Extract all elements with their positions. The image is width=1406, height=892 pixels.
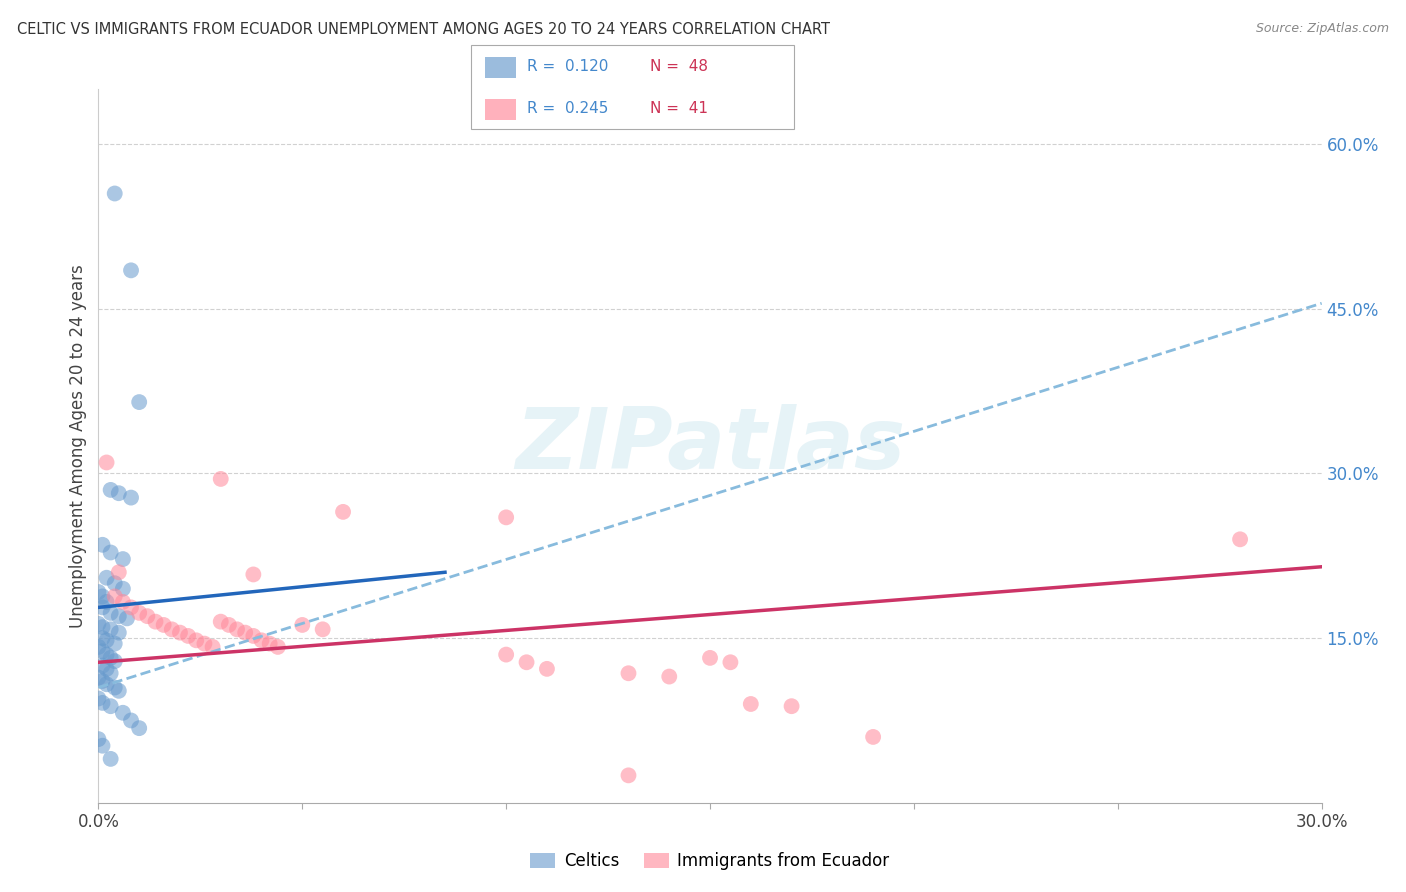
Point xyxy=(152,618,174,632)
Point xyxy=(104,186,127,201)
Point xyxy=(233,625,256,640)
Point xyxy=(536,662,558,676)
Point xyxy=(96,455,118,469)
Point xyxy=(96,571,118,585)
Point xyxy=(495,648,517,662)
Point xyxy=(104,576,127,591)
Text: R =  0.120: R = 0.120 xyxy=(527,59,609,74)
Point xyxy=(96,662,118,676)
Point xyxy=(100,666,122,681)
Point xyxy=(87,585,110,599)
Text: Source: ZipAtlas.com: Source: ZipAtlas.com xyxy=(1256,22,1389,36)
Point xyxy=(100,651,122,665)
Point xyxy=(91,620,114,634)
Point xyxy=(111,595,134,609)
Point xyxy=(291,618,314,632)
Point xyxy=(100,483,122,497)
Point xyxy=(104,590,127,604)
Point xyxy=(108,683,131,698)
Text: R =  0.245: R = 0.245 xyxy=(527,102,609,116)
Point xyxy=(120,714,142,728)
Point xyxy=(312,623,335,637)
Point xyxy=(120,600,142,615)
Point xyxy=(186,633,208,648)
Point xyxy=(516,655,538,669)
Point xyxy=(862,730,884,744)
Point xyxy=(108,609,131,624)
Point xyxy=(111,552,134,566)
Point xyxy=(250,633,273,648)
Point xyxy=(177,629,200,643)
Point xyxy=(128,395,150,409)
Point xyxy=(111,582,134,596)
Point xyxy=(87,732,110,747)
Point xyxy=(120,491,142,505)
Point xyxy=(136,609,159,624)
Point xyxy=(617,666,640,681)
Point xyxy=(267,640,290,654)
Point xyxy=(617,768,640,782)
Text: N =  41: N = 41 xyxy=(650,102,707,116)
Point xyxy=(91,644,114,658)
Point xyxy=(96,633,118,648)
Point xyxy=(242,567,264,582)
Point xyxy=(332,505,354,519)
Point xyxy=(128,606,150,620)
Point xyxy=(108,625,131,640)
Point xyxy=(242,629,264,643)
Text: N =  48: N = 48 xyxy=(650,59,707,74)
Point xyxy=(108,566,131,580)
Point xyxy=(120,263,142,277)
Point xyxy=(108,486,131,500)
Point xyxy=(100,623,122,637)
Point xyxy=(87,671,110,685)
Point xyxy=(91,696,114,710)
Point xyxy=(111,706,134,720)
Point xyxy=(104,654,127,668)
Point xyxy=(96,595,118,609)
Point xyxy=(209,472,232,486)
Point xyxy=(740,697,762,711)
Point xyxy=(658,669,681,683)
Point xyxy=(91,538,114,552)
Point xyxy=(91,590,114,604)
Point xyxy=(128,721,150,735)
Point xyxy=(96,648,118,662)
Point xyxy=(1229,533,1251,547)
Point xyxy=(193,637,215,651)
Point xyxy=(100,699,122,714)
Point xyxy=(91,658,114,673)
Point xyxy=(218,618,240,632)
Point xyxy=(226,623,249,637)
Point xyxy=(201,640,224,654)
Point xyxy=(87,691,110,706)
Point xyxy=(104,681,127,695)
Point xyxy=(91,600,114,615)
Point xyxy=(780,699,803,714)
Point xyxy=(169,625,191,640)
Point xyxy=(209,615,232,629)
Point xyxy=(100,606,122,620)
Point xyxy=(699,651,721,665)
Point xyxy=(87,616,110,631)
Point xyxy=(160,623,183,637)
Point xyxy=(100,752,122,766)
Point xyxy=(91,673,114,688)
Point xyxy=(96,677,118,691)
Point xyxy=(145,615,167,629)
Point xyxy=(259,637,281,651)
Point xyxy=(720,655,742,669)
Point xyxy=(115,611,138,625)
Text: ZIPatlas: ZIPatlas xyxy=(515,404,905,488)
Text: CELTIC VS IMMIGRANTS FROM ECUADOR UNEMPLOYMENT AMONG AGES 20 TO 24 YEARS CORRELA: CELTIC VS IMMIGRANTS FROM ECUADOR UNEMPL… xyxy=(17,22,830,37)
Point xyxy=(91,739,114,753)
Y-axis label: Unemployment Among Ages 20 to 24 years: Unemployment Among Ages 20 to 24 years xyxy=(69,264,87,628)
Point xyxy=(91,631,114,645)
Point xyxy=(104,637,127,651)
Legend: Celtics, Immigrants from Ecuador: Celtics, Immigrants from Ecuador xyxy=(524,846,896,877)
Point xyxy=(495,510,517,524)
Point xyxy=(100,545,122,559)
Point xyxy=(87,640,110,654)
